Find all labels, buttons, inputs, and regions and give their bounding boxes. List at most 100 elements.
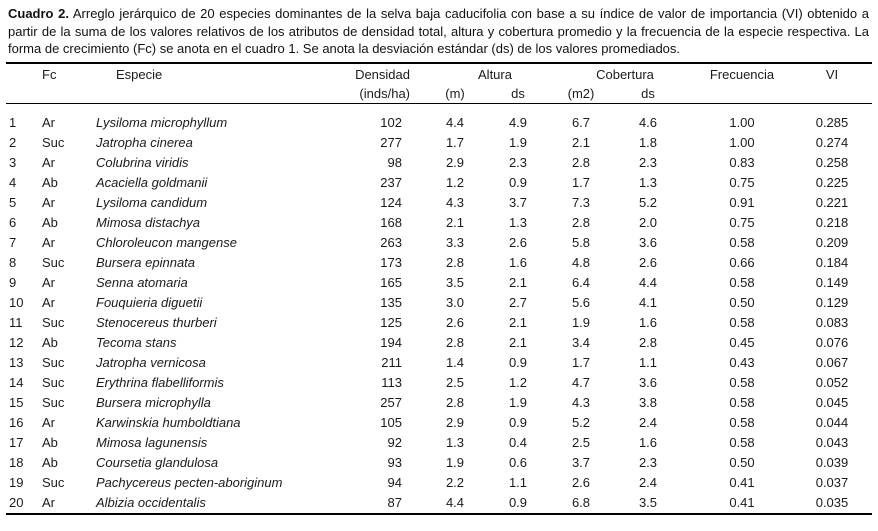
header-rank xyxy=(6,63,36,85)
cell-frequency: 0.50 xyxy=(729,454,755,470)
cell-height-sd: 2.1 xyxy=(508,334,528,350)
cell-height-mean: 3.0 xyxy=(445,294,465,310)
cell-cover-sd: 1.6 xyxy=(638,314,658,330)
cell-vi: 0.225 xyxy=(815,174,849,190)
cell-height-sd: 1.3 xyxy=(508,214,528,230)
table-row: 20 Ar Albizia occidentalis 87 4.4 0.9 6.8 3.5 0.… xyxy=(6,493,872,514)
cell-growth-form: Ab xyxy=(42,214,58,230)
table-row: 13 Suc Jatropha vernicosa 211 1.4 0.9 1.7 1.1 0.… xyxy=(6,353,872,373)
cell-cover-mean: 2.5 xyxy=(571,434,591,450)
cell-cover-mean: 2.8 xyxy=(571,154,591,170)
cell-species-name: Karwinskia humboldtiana xyxy=(96,414,241,430)
cell-growth-form: Ar xyxy=(42,154,55,170)
cell-rank: 9 xyxy=(9,274,17,290)
cell-growth-form: Suc xyxy=(42,134,65,150)
cell-height-sd: 0.9 xyxy=(508,414,528,430)
cell-density: 105 xyxy=(380,414,402,430)
cell-cover-mean: 6.8 xyxy=(571,494,591,510)
cell-height-mean: 2.8 xyxy=(445,394,465,410)
cell-rank: 19 xyxy=(9,474,24,490)
table-row: 19 Suc Pachycereus pecten-aboriginum 94 2.2 1… xyxy=(6,473,872,493)
cell-frequency: 0.58 xyxy=(729,274,755,290)
cell-height-mean: 2.6 xyxy=(445,314,465,330)
cell-vi: 0.258 xyxy=(815,154,849,170)
cell-growth-form: Suc xyxy=(42,314,65,330)
cell-vi: 0.039 xyxy=(815,454,849,470)
cell-height-sd: 2.3 xyxy=(508,154,528,170)
cell-cover-sd: 2.4 xyxy=(638,414,658,430)
cell-species-name: Jatropha vernicosa xyxy=(96,354,206,370)
cell-growth-form: Suc xyxy=(42,254,65,270)
cell-cover-sd: 2.0 xyxy=(638,214,658,230)
cell-cover-sd: 3.6 xyxy=(638,234,658,250)
cell-cover-sd: 1.8 xyxy=(638,134,658,150)
cell-vi: 0.218 xyxy=(815,214,849,230)
table-row: 10 Ar Fouquieria diguetii 135 3.0 2.7 5.6 4.1 0.… xyxy=(6,293,872,313)
cell-height-mean: 4.4 xyxy=(445,114,465,130)
cell-growth-form: Ar xyxy=(42,414,55,430)
cell-cover-sd: 2.3 xyxy=(638,454,658,470)
cell-vi: 0.209 xyxy=(815,234,849,250)
cell-species-name: Lysiloma candidum xyxy=(96,194,208,210)
cell-density: 93 xyxy=(387,454,402,470)
table-row: 8 Suc Bursera epinnata 173 2.8 1.6 4.8 2.6 0.66 0… xyxy=(6,253,872,273)
cell-cover-sd: 3.8 xyxy=(638,394,658,410)
cell-species-name: Erythrina flabelliformis xyxy=(96,374,224,390)
cell-cover-sd: 1.3 xyxy=(638,174,658,190)
header-rank-spacer xyxy=(6,84,36,104)
cell-vi: 0.274 xyxy=(815,134,849,150)
cell-rank: 12 xyxy=(9,334,24,350)
table-row: 4 Ab Acaciella goldmanii 237 1.2 0.9 1.7 1.3 0.7… xyxy=(6,173,872,193)
cell-growth-form: Ar xyxy=(42,274,55,290)
cell-growth-form: Ab xyxy=(42,434,58,450)
species-importance-table: Fc Especie Densidad Altura Cobertura Fre… xyxy=(6,61,872,515)
cell-growth-form: Ar xyxy=(42,234,55,250)
cell-height-mean: 3.3 xyxy=(445,234,465,250)
cell-vi: 0.044 xyxy=(815,414,849,430)
cell-frequency: 0.50 xyxy=(729,294,755,310)
table-caption-label: Cuadro 2. xyxy=(8,6,69,21)
cell-height-sd: 1.1 xyxy=(508,474,528,490)
cell-frequency: 0.58 xyxy=(729,414,755,430)
cell-height-mean: 3.5 xyxy=(445,274,465,290)
table-row: 2 Suc Jatropha cinerea 277 1.7 1.9 2.1 1.8 1.00 0… xyxy=(6,133,872,153)
cell-height-sd: 1.9 xyxy=(508,394,528,410)
cell-species-name: Lysiloma microphyllum xyxy=(96,114,228,130)
table-row: 3 Ar Colubrina viridis 98 2.9 2.3 2.8 2.3 0.83 0.… xyxy=(6,153,872,173)
cell-height-sd: 3.7 xyxy=(508,194,528,210)
cell-density: 102 xyxy=(380,114,402,130)
table-header: Fc Especie Densidad Altura Cobertura Fre… xyxy=(6,63,872,104)
cell-rank: 10 xyxy=(9,294,24,310)
cell-cover-sd: 2.8 xyxy=(638,334,658,350)
cell-density: 257 xyxy=(380,394,402,410)
cell-density: 135 xyxy=(380,294,402,310)
header-vi-spacer xyxy=(792,84,872,104)
cell-cover-mean: 6.4 xyxy=(571,274,591,290)
cell-rank: 16 xyxy=(9,414,24,430)
cell-species-name: Bursera microphylla xyxy=(96,394,211,410)
cell-growth-form: Ab xyxy=(42,174,58,190)
cell-height-sd: 2.1 xyxy=(508,314,528,330)
table-row: 17 Ab Mimosa lagunensis 92 1.3 0.4 2.5 1.6 0.58 0… xyxy=(6,433,872,453)
cell-frequency: 0.83 xyxy=(729,154,755,170)
table-row: 14 Suc Erythrina flabelliformis 113 2.5 1.2 4.… xyxy=(6,373,872,393)
cell-density: 98 xyxy=(387,154,402,170)
cell-species-name: Acaciella goldmanii xyxy=(96,174,208,190)
cell-rank: 7 xyxy=(9,234,17,250)
cell-growth-form: Ab xyxy=(42,454,58,470)
cell-rank: 4 xyxy=(9,174,17,190)
cell-cover-mean: 2.8 xyxy=(571,214,591,230)
cell-height-sd: 1.6 xyxy=(508,254,528,270)
header-row-2: (inds/ha) (m) ds (m2) ds xyxy=(6,84,872,104)
cell-frequency: 0.91 xyxy=(729,194,755,210)
header-density-unit: (inds/ha) xyxy=(338,84,432,104)
cell-rank: 20 xyxy=(9,494,24,510)
cell-growth-form: Ar xyxy=(42,294,55,310)
cell-cover-sd: 1.1 xyxy=(638,354,658,370)
table-row: 16 Ar Karwinskia humboldtiana 105 2.9 0.9 5.2 2… xyxy=(6,413,872,433)
cell-cover-mean: 5.6 xyxy=(571,294,591,310)
cell-vi: 0.043 xyxy=(815,434,849,450)
header-density: Densidad xyxy=(355,66,410,82)
cell-density: 113 xyxy=(381,374,402,390)
cell-species-name: Tecoma stans xyxy=(96,334,177,350)
